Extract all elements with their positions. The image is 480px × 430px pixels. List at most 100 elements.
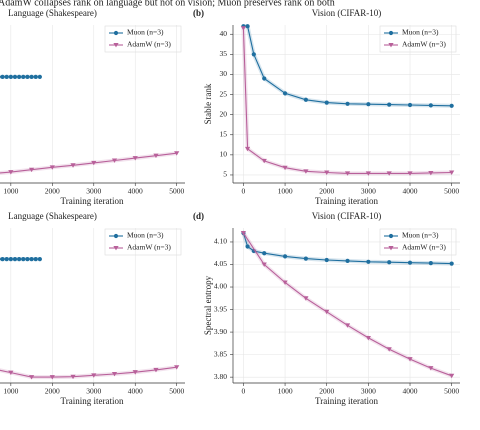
legend-marker (388, 246, 394, 251)
chart-title: Vision (CIFAR-10) (312, 211, 382, 221)
y-tick-label: 3.80 (214, 372, 227, 381)
y-axis-label: Stable rank (203, 83, 213, 124)
point (407, 260, 413, 265)
legend-box (379, 25, 457, 53)
x-tick-label: 4000 (403, 187, 418, 196)
legend-box (379, 228, 457, 256)
point (449, 261, 454, 266)
x-tick-label: 1000 (278, 187, 293, 196)
point (29, 256, 34, 262)
point (449, 170, 455, 175)
y-tick-label: 4.10 (214, 237, 227, 246)
series-line (242, 28, 452, 174)
series-line (243, 25, 452, 107)
y-tick-label: 30 (220, 69, 228, 78)
y-tick-label: 4.05 (214, 259, 227, 268)
x-axis-label: Training iteration (315, 396, 378, 406)
x-tick-label: 2000 (319, 187, 334, 196)
x-tick-label: 5000 (169, 187, 184, 196)
point (282, 91, 288, 96)
legend-marker (388, 233, 394, 239)
legend-box (104, 25, 182, 53)
x-tick-label: 1000 (278, 387, 293, 396)
point (386, 171, 392, 176)
point (153, 367, 159, 373)
point (17, 256, 22, 262)
x-axis-label: Training iteration (61, 196, 124, 206)
y-tick-label: 15 (220, 129, 228, 138)
point (4, 256, 9, 262)
point (365, 335, 371, 341)
x-tick-label: 3000 (86, 387, 101, 396)
point (387, 260, 392, 265)
y-axis-label: Spectral entropy (203, 275, 213, 335)
point (245, 24, 250, 29)
point (111, 158, 118, 163)
point (33, 256, 38, 262)
point (244, 146, 251, 152)
point (17, 74, 22, 79)
y-tick-label: 3.95 (214, 304, 227, 313)
point (262, 76, 267, 81)
panel-label: (b) (193, 8, 204, 18)
point (12, 256, 18, 262)
point (37, 74, 42, 79)
point (0, 74, 5, 79)
point (303, 256, 308, 261)
y-tick-label: 3.85 (214, 349, 227, 358)
chart-title: Language (Shakespeare) (8, 8, 97, 18)
point (29, 74, 34, 79)
point (8, 256, 13, 262)
panel-label: (d) (193, 211, 204, 221)
point (33, 74, 38, 79)
legend-marker (113, 246, 119, 251)
point (8, 370, 14, 376)
legend-marker (113, 30, 119, 36)
legend-label: AdamW (n=3) (402, 40, 446, 49)
y-tick-label: 10 (220, 150, 228, 159)
point (365, 171, 371, 176)
legend-label: AdamW (n=3) (127, 40, 171, 49)
point (4, 74, 9, 79)
x-tick-label: 3000 (86, 187, 101, 196)
point (245, 244, 250, 249)
point (174, 365, 180, 370)
point (70, 374, 76, 380)
point (240, 26, 247, 31)
y-tick-label: 4.00 (214, 282, 227, 291)
legend-marker (388, 43, 394, 48)
point (366, 102, 371, 107)
x-tick-label: 5000 (444, 187, 459, 196)
point (111, 371, 118, 377)
point (324, 100, 329, 105)
legend-label: Muon (n=3) (402, 231, 439, 240)
legend-box (104, 228, 182, 256)
x-tick-label: 0 (242, 187, 246, 196)
legend-label: AdamW (n=3) (402, 243, 446, 252)
point (8, 74, 13, 79)
y-tick-label: 5 (223, 170, 227, 179)
point (387, 102, 392, 107)
point (70, 163, 76, 168)
point (91, 160, 97, 166)
chart-title: Vision (CIFAR-10) (312, 8, 382, 18)
x-tick-label: 3000 (361, 187, 376, 196)
point (303, 169, 309, 174)
point (12, 74, 18, 79)
x-tick-label: 1000 (3, 387, 18, 396)
x-tick-label: 1000 (3, 187, 18, 196)
point (37, 256, 42, 262)
x-tick-label: 4000 (403, 387, 418, 396)
point (407, 357, 413, 362)
x-tick-label: 4000 (128, 187, 143, 196)
x-tick-label: 2000 (45, 187, 60, 196)
x-tick-label: 5000 (444, 387, 459, 396)
y-tick-label: 40 (220, 29, 228, 38)
point (153, 153, 159, 159)
point (428, 170, 434, 176)
point (49, 375, 55, 380)
x-tick-label: 2000 (45, 387, 60, 396)
point (303, 97, 308, 102)
y-tick-label: 25 (220, 89, 228, 98)
